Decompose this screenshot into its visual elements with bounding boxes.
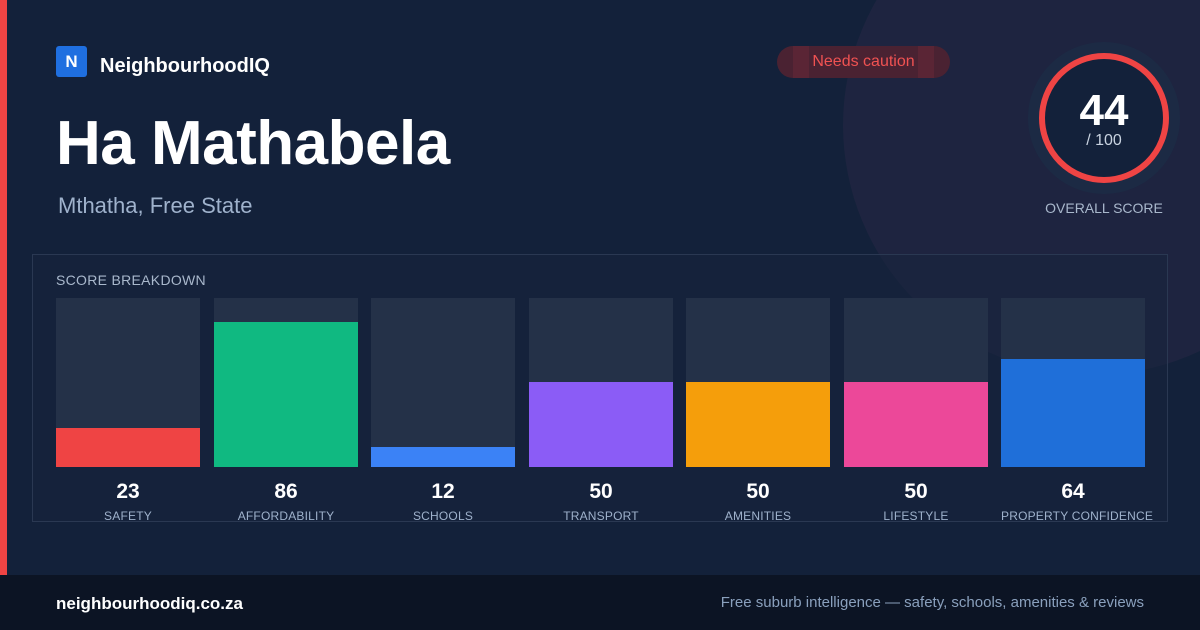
score-breakdown-panel: SCORE BREAKDOWN 23 SAFETY 86 AFFORDABILITY 1… <box>32 254 1168 523</box>
bar-value: 12 <box>431 480 455 503</box>
bar-column-affordability: 86 AFFORDABILITY <box>214 298 358 523</box>
status-badge-label: Needs caution <box>812 53 915 70</box>
footer-domain: neighbourhoodiq.co.za <box>56 594 243 613</box>
bar-label: LIFESTYLE <box>883 509 949 523</box>
bar-value: 23 <box>116 480 140 503</box>
page-title: Ha Mathabela <box>56 109 450 178</box>
bar-fill <box>214 322 358 467</box>
score-ring-stroke <box>1039 53 1169 183</box>
brand-name: NeighbourhoodIQ <box>100 55 270 77</box>
bar-value: 50 <box>746 480 770 503</box>
bar-fill <box>686 382 830 467</box>
bar-label: AMENITIES <box>724 509 792 523</box>
bar-track <box>844 298 988 467</box>
bar-column-property-confidence: 64 PROPERTY CONFIDENCE <box>1001 298 1154 523</box>
bar-fill <box>844 382 988 467</box>
bar-column-schools: 12 SCHOOLS <box>371 298 515 523</box>
status-badge: Needs caution <box>777 46 950 78</box>
score-ring-graphic <box>1028 42 1180 194</box>
logo-icon: N <box>56 46 87 77</box>
bar-track <box>214 298 358 467</box>
bar-value: 86 <box>274 480 298 503</box>
footer-tagline: Free suburb intelligence — safety, schoo… <box>720 594 1144 611</box>
bar-track <box>371 298 515 467</box>
bar-column-transport: 50 TRANSPORT <box>529 298 673 523</box>
badge-cap-right <box>918 46 934 78</box>
bar-column-amenities: 50 AMENITIES <box>686 298 830 523</box>
bar-label: SCHOOLS <box>412 509 474 523</box>
bar-value: 50 <box>589 480 613 503</box>
bar-value: 50 <box>904 480 928 503</box>
badge-cap-left <box>793 46 809 78</box>
bar-track <box>1001 298 1145 467</box>
overall-score-ring: 44 / 100 <box>1028 42 1180 194</box>
bar-fill <box>371 447 515 467</box>
accent-stripe <box>0 0 7 575</box>
bar-column-lifestyle: 50 LIFESTYLE <box>844 298 988 523</box>
bar-column-safety: 23 SAFETY <box>56 298 200 523</box>
breakdown-title: SCORE BREAKDOWN <box>56 272 206 288</box>
bar-track <box>529 298 673 467</box>
bar-fill <box>56 428 200 467</box>
bar-label: SAFETY <box>104 509 152 523</box>
bar-track <box>56 298 200 467</box>
bar-fill <box>1001 359 1145 467</box>
share-card: N NeighbourhoodIQ Needs caution Ha Matha… <box>0 0 1200 575</box>
footer: neighbourhoodiq.co.za Free suburb intell… <box>0 575 1200 630</box>
overall-score-max: / 100 <box>1086 132 1122 149</box>
bar-label: TRANSPORT <box>563 509 639 523</box>
location-subtitle: Mthatha, Free State <box>58 193 253 218</box>
bar-value: 64 <box>1061 480 1085 503</box>
bar-label: AFFORDABILITY <box>237 509 335 523</box>
bar-track <box>686 298 830 467</box>
bar-fill <box>529 382 673 467</box>
overall-score-value: 44 <box>1079 86 1129 135</box>
overall-score-label: OVERALL SCORE <box>1045 200 1163 216</box>
bar-label: PROPERTY CONFIDENCE <box>1001 509 1154 523</box>
